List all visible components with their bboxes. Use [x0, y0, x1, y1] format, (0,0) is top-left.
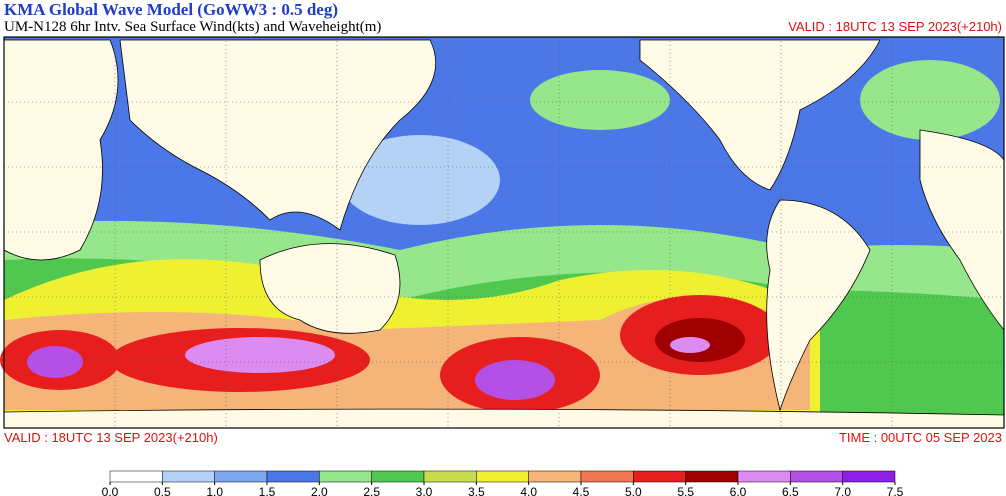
colorbar-bin: [528, 470, 582, 483]
colorbar-label: 6.0: [730, 485, 747, 496]
land-north-america: [639, 39, 881, 191]
colorbar-label: 1.5: [259, 485, 276, 496]
colorbar-bin: [633, 470, 686, 483]
title: KMA Global Wave Model (GoWW3 : 0.5 deg): [4, 0, 338, 19]
blob-purple: [185, 337, 335, 373]
colorbar-bin: [737, 470, 791, 483]
colorbar-label: 3.5: [468, 485, 485, 496]
colorbar-label: 0.5: [154, 485, 171, 496]
colorbar-label: 2.0: [311, 485, 328, 496]
map-frame: [3, 36, 1005, 429]
colorbar-label: 4.0: [520, 485, 537, 496]
colorbar-bin: [423, 470, 477, 483]
colorbar-bin: [266, 470, 320, 483]
colorbar-label: 7.0: [834, 485, 851, 496]
colorbar-bin: [790, 470, 843, 483]
blob-purple: [27, 346, 83, 378]
patch-light: [340, 135, 500, 225]
colorbar-bin: [109, 470, 163, 483]
colorbar-bin: [476, 470, 529, 483]
blob-purple: [475, 360, 555, 400]
colorbar-label: 3.0: [416, 485, 433, 496]
land-antarctica: [3, 408, 1005, 429]
colorbar-bin: [162, 470, 215, 483]
time-label: TIME : 00UTC 05 SEP 2023: [839, 430, 1002, 445]
colorbar-label: 4.5: [573, 485, 590, 496]
colorbar-label: 0.0: [102, 485, 119, 496]
colorbar-bin: [580, 470, 634, 483]
land-south-america: [766, 199, 871, 412]
land-australia: [259, 243, 401, 334]
land-africa: [3, 39, 119, 261]
colorbar: 0.0 0.5 1.0 1.5 2.0 2.5 3.0 3.5 4.0 4.5 5.0 5.5 6.0 6…: [102, 470, 904, 496]
land-africa-east: [919, 129, 1005, 332]
patch-green: [860, 60, 1000, 140]
land-asia: [119, 39, 437, 231]
colorbar-bin: [214, 470, 268, 483]
blob-purple: [670, 337, 710, 353]
colorbar-label: 5.0: [625, 485, 642, 496]
colorbar-bin: [842, 470, 896, 483]
colorbar-label: 6.5: [782, 485, 799, 496]
valid-top: VALID : 18UTC 13 SEP 2023(+210h): [788, 19, 1002, 34]
colorbar-bin: [685, 470, 739, 483]
valid-bottom: VALID : 18UTC 13 SEP 2023(+210h): [4, 430, 218, 445]
map: [0, 36, 1005, 429]
colorbar-label: 1.0: [206, 485, 223, 496]
colorbar-label: 5.5: [677, 485, 694, 496]
patch-green: [530, 70, 670, 130]
subtitle: UM-N128 6hr Intv. Sea Surface Wind(kts) …: [4, 19, 381, 35]
colorbar-label: 2.5: [363, 485, 380, 496]
colorbar-label: 7.5: [887, 485, 904, 496]
colorbar-bin: [371, 470, 425, 483]
colorbar-bin: [319, 470, 372, 483]
